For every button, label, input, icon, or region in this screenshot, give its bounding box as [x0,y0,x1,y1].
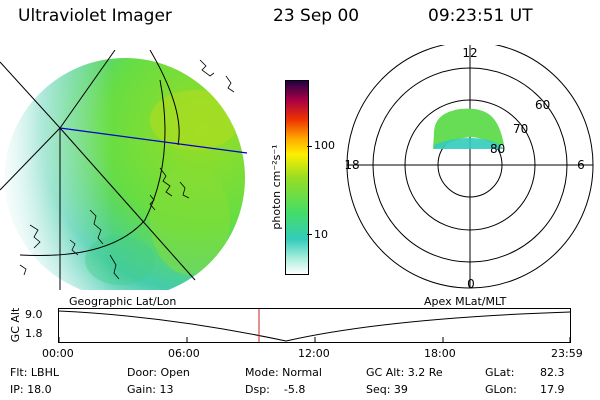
colorbar-label-100: 100 [314,139,335,152]
timeline-x-tick-1200: 12:00 [298,347,330,360]
status-door: Door: Open [127,366,190,379]
timeline-right-label: Apex MLat/MLT [424,295,507,308]
altitude-curve [58,310,571,342]
mlt-label-18: 18 [344,158,359,172]
polar-mlt-plot: 12 18 6 0 60 70 80 [344,45,594,291]
altitude-timeline [58,308,571,343]
status-glon-value: 17.9 [540,383,565,396]
timeline-x-tick-0000: 00:00 [42,347,74,360]
colorbar-label-10: 10 [314,228,328,241]
colorbar-unit-label: photon cm⁻²s⁻¹ [270,144,283,230]
status-glat-value: 82.3 [540,366,565,379]
header-date: 23 Sep 00 [273,6,360,26]
status-dsp: Dsp: -5.8 [245,383,306,396]
mlt-label-6: 6 [577,158,585,172]
colorbar-tick-100 [307,146,312,147]
geographic-image-panel [0,50,248,290]
header-time: 09:23:51 UT [428,6,533,26]
apex-meridian-line [59,127,248,154]
status-glat-label: GLat: [485,366,515,379]
status-flt: Flt: LBHL [10,366,59,379]
status-gc-alt: GC Alt: 3.2 Re [366,366,443,379]
mlt-label-12: 12 [462,46,477,60]
status-gain: Gain: 13 [127,383,174,396]
timeline-x-tick-1800: 18:00 [424,347,456,360]
timeline-y-axis-label: GC Alt [9,307,22,343]
colorbar-tick-10 [307,234,312,235]
status-glon-label: GLon: [485,383,517,396]
lat-label-80: 80 [490,142,505,156]
status-mode: Mode: Normal [245,366,322,379]
coastlines [19,59,235,280]
polar-grid [346,45,594,289]
lat-label-70: 70 [513,122,528,136]
status-ip: IP: 18.0 [10,383,52,396]
auroral-oval-region [433,108,504,149]
intensity-colorbar [285,80,309,275]
timeline-x-tick-2359: 23:59 [551,347,583,360]
uv-image-disk [5,58,245,290]
timeline-x-tick-0600: 06:00 [168,347,200,360]
timeline-y-tick-min: 1.8 [25,327,43,340]
status-seq: Seq: 39 [366,383,408,396]
mlt-label-0: 0 [467,277,475,291]
auroral-oval-edge [434,138,504,149]
geographic-grid [0,50,196,290]
app-title: Ultraviolet Imager [18,6,172,26]
lat-label-60: 60 [535,98,550,112]
timeline-left-label: Geographic Lat/Lon [69,295,177,308]
timeline-y-tick-max: 9.0 [25,308,43,321]
